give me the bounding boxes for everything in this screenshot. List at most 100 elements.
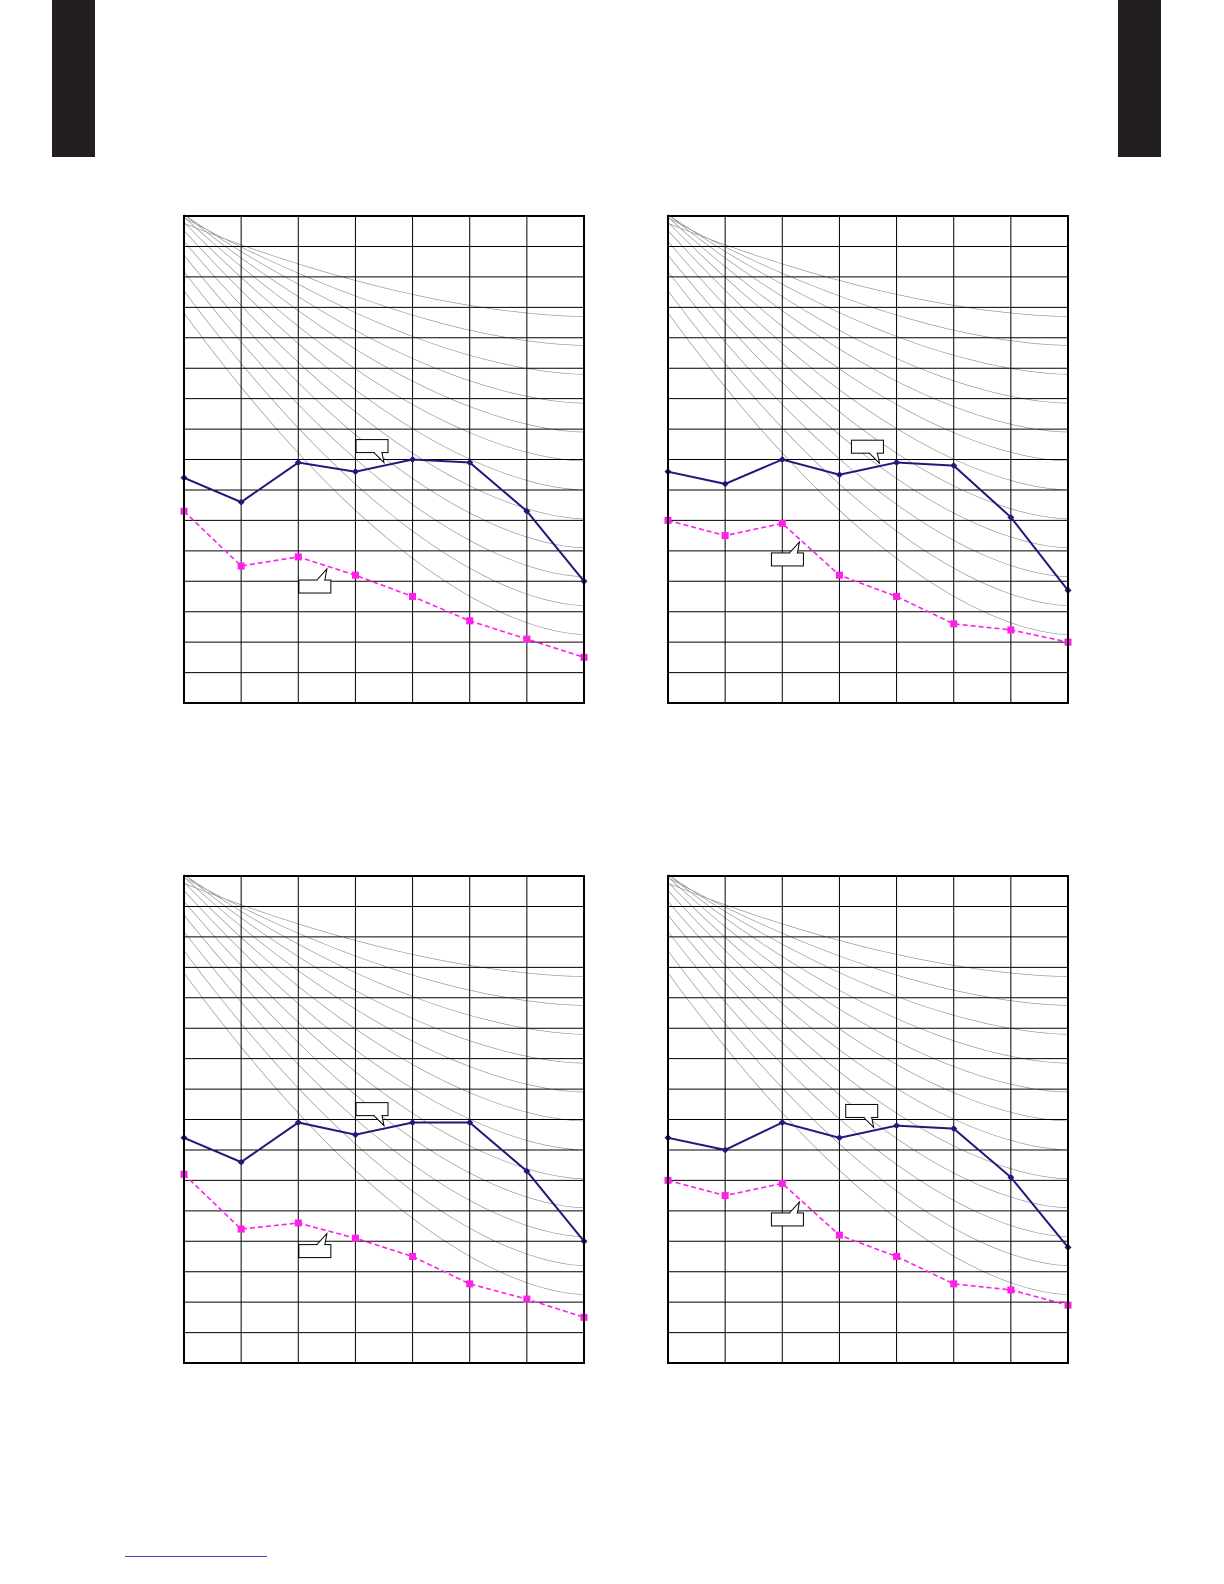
nc-curve xyxy=(183,223,585,317)
callout-1 xyxy=(770,540,804,567)
series-0-point xyxy=(351,468,359,476)
series-0-point xyxy=(409,1119,417,1127)
series-1-point xyxy=(950,620,958,628)
grid xyxy=(184,876,584,1363)
nc-curve xyxy=(183,214,585,375)
series-1-point xyxy=(1007,1286,1015,1294)
series-0-point xyxy=(721,480,729,488)
series-1-point xyxy=(721,1192,729,1200)
series-0-point xyxy=(893,1122,901,1130)
callout-0 xyxy=(355,1102,389,1128)
series-1-point xyxy=(466,617,474,625)
nc-curve xyxy=(667,874,1069,1035)
nc-curve xyxy=(183,874,585,1064)
callout-1 xyxy=(770,1200,804,1227)
series-1-point xyxy=(835,571,843,579)
nc-curve xyxy=(667,901,1069,1180)
nc-curve xyxy=(183,890,585,1151)
nc-curve xyxy=(667,222,1069,462)
series-0-point xyxy=(409,456,417,463)
nc-curve xyxy=(183,216,585,433)
nc-curve xyxy=(183,255,585,549)
callout-pointer xyxy=(373,452,385,465)
series-1-point xyxy=(523,635,531,643)
series-1-point xyxy=(835,1231,843,1239)
callout-pointer xyxy=(863,1117,875,1129)
callout-0 xyxy=(850,439,884,465)
nc-curve xyxy=(183,271,585,577)
nc-curve xyxy=(183,972,585,1295)
nc-curve xyxy=(667,890,1069,1151)
chart-bottom-right xyxy=(664,874,1072,1364)
series-1-point xyxy=(237,1225,245,1233)
callout-pointer xyxy=(789,1200,801,1214)
nc-curve-group xyxy=(183,874,585,1295)
plot-frame xyxy=(183,215,585,704)
page-edge-tab-left xyxy=(52,0,95,157)
callout-box xyxy=(298,579,332,594)
nc-curve xyxy=(183,915,585,1209)
chart-top-left xyxy=(180,214,588,704)
callout-1 xyxy=(298,1231,332,1259)
nc-curve xyxy=(183,230,585,491)
series-0-point xyxy=(523,1167,531,1175)
series-1-point xyxy=(721,532,729,540)
series-group xyxy=(664,1119,1072,1309)
series-1-point xyxy=(351,571,359,579)
series-1-point xyxy=(523,1295,531,1303)
series-1-line xyxy=(667,1179,1069,1306)
series-1-point xyxy=(1007,626,1015,634)
nc-curve-group xyxy=(183,214,585,635)
callout-pointer xyxy=(373,1115,385,1128)
callout-box xyxy=(770,552,804,567)
nc-curve xyxy=(183,877,585,1006)
nc-curve xyxy=(667,290,1069,606)
series-0-point xyxy=(237,498,245,506)
series-0-line xyxy=(183,1121,585,1242)
nc-curve xyxy=(667,230,1069,491)
series-0-point xyxy=(351,1131,359,1139)
series-0-point xyxy=(1007,1173,1015,1181)
nc-curve xyxy=(667,255,1069,549)
series-0-point xyxy=(778,1119,786,1127)
series-1-line xyxy=(667,519,1069,643)
grid xyxy=(184,216,584,703)
nc-curve xyxy=(667,877,1069,1006)
callout-box xyxy=(845,1103,879,1118)
nc-curve xyxy=(183,241,585,520)
series-0-point xyxy=(778,456,786,463)
series-0-point xyxy=(466,459,474,467)
series-1-point xyxy=(237,562,245,570)
callout-pointer xyxy=(789,540,801,554)
nc-curve-group xyxy=(667,874,1069,1295)
nc-curve xyxy=(667,882,1069,1122)
nc-curve xyxy=(667,876,1069,1093)
nc-curve xyxy=(667,214,1069,375)
series-0-point xyxy=(466,1119,474,1127)
plot-frame xyxy=(667,215,1069,704)
footer-link-rule[interactable] xyxy=(125,1556,267,1557)
series-1-point xyxy=(778,519,786,527)
nc-curve xyxy=(667,217,1069,346)
series-0-point xyxy=(523,507,531,515)
plot-frame xyxy=(183,875,585,1364)
nc-curve xyxy=(667,223,1069,317)
series-0-point xyxy=(835,1134,843,1142)
series-0-line xyxy=(183,458,585,582)
nc-curve xyxy=(183,901,585,1180)
plot-frame xyxy=(667,875,1069,1364)
series-0-point xyxy=(294,459,302,467)
nc-curve xyxy=(183,217,585,346)
callout-box xyxy=(298,1244,332,1259)
series-1-point xyxy=(893,592,901,600)
grid xyxy=(668,216,1068,703)
nc-curve xyxy=(183,876,585,1093)
series-1-point xyxy=(294,553,302,561)
nc-curve xyxy=(183,931,585,1237)
series-0-point xyxy=(950,1125,958,1133)
series-1-line xyxy=(183,1173,585,1319)
series-1-point xyxy=(409,1252,417,1260)
callout-box xyxy=(850,439,884,454)
nc-curve xyxy=(667,950,1069,1266)
callout-pointer xyxy=(316,1231,328,1245)
